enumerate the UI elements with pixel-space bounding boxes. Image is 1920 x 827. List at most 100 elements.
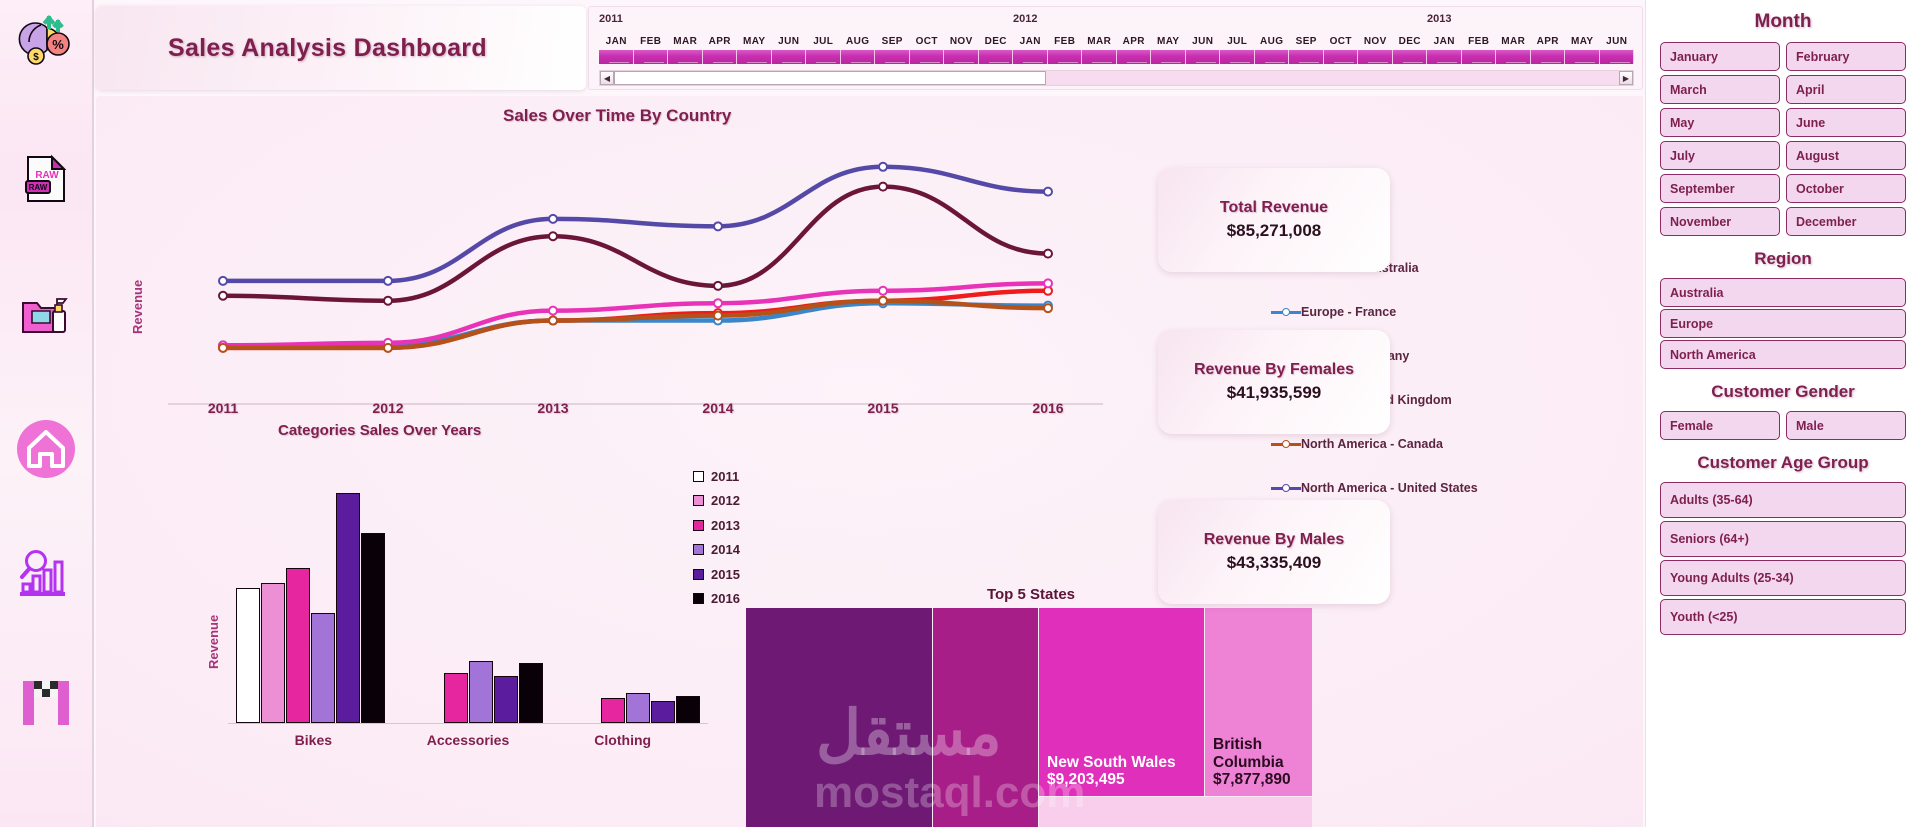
timeline-segment-1[interactable] [633, 50, 668, 64]
scrollbar-track[interactable] [614, 71, 1619, 85]
filter-month-october[interactable]: October [1786, 174, 1906, 203]
timeline-segment-10[interactable] [944, 50, 979, 64]
kpi-card-revenue-by-males[interactable]: Revenue By Males $43,335,409 [1158, 500, 1390, 604]
timeline-segment-21[interactable] [1323, 50, 1358, 64]
timeline-segment-11[interactable] [978, 50, 1013, 64]
timeline-segment-9[interactable] [909, 50, 944, 64]
bar-bikes-2015[interactable] [336, 493, 360, 723]
scroll-right-arrow-icon[interactable]: ▶ [1619, 71, 1633, 85]
filter-month-january[interactable]: January [1660, 42, 1780, 71]
treemap-tile-washington[interactable]: Washington$6,741,510 [1039, 797, 1312, 827]
line-point-5-5[interactable] [1043, 186, 1053, 197]
timeline-segment-17[interactable] [1185, 50, 1220, 64]
filter-month-june[interactable]: June [1786, 108, 1906, 137]
timeline-segment-3[interactable] [702, 50, 737, 64]
filter-age-adults-35-64[interactable]: Adults (35-64) [1660, 482, 1906, 518]
timeline-segment-2[interactable] [668, 50, 703, 64]
bar-legend-item-2016[interactable]: 2016 [693, 587, 740, 612]
timeline-segment-7[interactable] [840, 50, 875, 64]
bar-clothing-2013[interactable] [601, 698, 625, 723]
bar-legend-item-2011[interactable]: 2011 [693, 464, 740, 489]
bar-legend-item-2015[interactable]: 2015 [693, 562, 740, 587]
timeline-segment-29[interactable] [1599, 50, 1634, 64]
filter-month-february[interactable]: February [1786, 42, 1906, 71]
timeline-segment-0[interactable] [599, 50, 634, 64]
timeline-segment-5[interactable] [771, 50, 806, 64]
timeline-slicer[interactable]: 2011 2012 2013 JAN FEB MAR APR MAY JUN JUL AUG SEP… [588, 6, 1643, 90]
filter-gender-female[interactable]: Female [1660, 411, 1780, 440]
timeline-segment-19[interactable] [1254, 50, 1289, 64]
line-point-4-3[interactable] [713, 310, 723, 321]
treemap-tile-new-south-wales[interactable]: New South Wales $9,203,495 [1039, 608, 1204, 796]
legend-item-4[interactable]: North America - Canada [1271, 422, 1486, 466]
timeline-segment-20[interactable] [1289, 50, 1324, 64]
timeline-segment-16[interactable] [1151, 50, 1186, 64]
filter-gender-male[interactable]: Male [1786, 411, 1906, 440]
data-cleaning-folder-icon[interactable] [9, 278, 83, 352]
line-point-4-0[interactable] [218, 342, 228, 353]
line-point-3-2[interactable] [548, 305, 558, 316]
bar-accessories-2014[interactable] [468, 660, 493, 723]
filter-age-seniors-64[interactable]: Seniors (64+) [1660, 521, 1906, 557]
treemap-tile-british-columbia[interactable]: British Columbia $7,877,890 [1205, 608, 1312, 796]
timeline-segment-24[interactable] [1427, 50, 1462, 64]
filter-age-young-adults-25-34[interactable]: Young Adults (25-34) [1660, 560, 1906, 596]
filter-month-september[interactable]: September [1660, 174, 1780, 203]
timeline-segment-14[interactable] [1082, 50, 1117, 64]
line-point-5-1[interactable] [383, 275, 393, 286]
bar-accessories-2013[interactable] [443, 673, 468, 723]
filter-month-august[interactable]: August [1786, 141, 1906, 170]
kpi-card-revenue-by-females[interactable]: Revenue By Females $41,935,599 [1158, 330, 1390, 434]
line-point-3-4[interactable] [878, 285, 888, 296]
line-point-5-4[interactable] [878, 161, 888, 172]
line-point-4-2[interactable] [548, 315, 558, 326]
checkered-flag-icon[interactable] [9, 664, 83, 738]
timeline-segment-25[interactable] [1461, 50, 1496, 64]
treemap-tile-california[interactable]: California$17,672,620 [746, 608, 932, 827]
bar-legend-item-2013[interactable]: 2013 [693, 513, 740, 538]
timeline-segment-6[interactable] [806, 50, 841, 64]
search-analytics-icon[interactable] [9, 538, 83, 612]
bar-bikes-2016[interactable] [361, 533, 385, 723]
filter-month-april[interactable]: April [1786, 75, 1906, 104]
filter-region-europe[interactable]: Europe [1660, 309, 1906, 338]
treemap-tile-england[interactable]: England$10,646,196 [933, 608, 1038, 827]
timeline-segment-26[interactable] [1496, 50, 1531, 64]
legend-item-5[interactable]: North America - United States [1271, 466, 1486, 510]
line-point-0-4[interactable] [878, 181, 888, 192]
bar-clothing-2016[interactable] [676, 695, 700, 723]
timeline-segment-27[interactable] [1530, 50, 1565, 64]
line-point-5-0[interactable] [218, 275, 228, 286]
legend-item-1[interactable]: Europe - France [1271, 290, 1486, 334]
filter-month-july[interactable]: July [1660, 141, 1780, 170]
filter-age-youth-25[interactable]: Youth (<25) [1660, 599, 1906, 635]
line-point-0-3[interactable] [713, 280, 723, 291]
timeline-segment-28[interactable] [1565, 50, 1600, 64]
filter-month-may[interactable]: May [1660, 108, 1780, 137]
filter-region-australia[interactable]: Australia [1660, 278, 1906, 307]
timeline-segment-15[interactable] [1116, 50, 1151, 64]
timeline-scrollbar[interactable]: ◀ ▶ [599, 70, 1634, 86]
scroll-left-arrow-icon[interactable]: ◀ [600, 71, 614, 85]
timeline-segment-13[interactable] [1047, 50, 1082, 64]
home-icon[interactable] [9, 412, 83, 486]
filter-month-november[interactable]: November [1660, 207, 1780, 236]
line-point-3-5[interactable] [1043, 278, 1053, 289]
bar-clothing-2015[interactable] [651, 700, 675, 723]
line-point-5-3[interactable] [713, 221, 723, 232]
filter-month-december[interactable]: December [1786, 207, 1906, 236]
scrollbar-thumb[interactable] [614, 71, 1047, 85]
bar-bikes-2014[interactable] [311, 613, 335, 723]
bar-bikes-2012[interactable] [261, 583, 285, 723]
bar-accessories-2015[interactable] [493, 675, 518, 723]
timeline-segment-18[interactable] [1220, 50, 1255, 64]
kpi-card-total-revenue[interactable]: Total Revenue $85,271,008 [1158, 168, 1390, 272]
bar-bikes-2011[interactable] [236, 588, 260, 723]
line-point-0-5[interactable] [1043, 248, 1053, 259]
line-point-4-4[interactable] [878, 295, 888, 306]
line-point-0-0[interactable] [218, 290, 228, 301]
line-point-4-1[interactable] [383, 342, 393, 353]
timeline-segment-4[interactable] [737, 50, 772, 64]
filter-region-north-america[interactable]: North America [1660, 340, 1906, 369]
line-point-0-2[interactable] [548, 231, 558, 242]
